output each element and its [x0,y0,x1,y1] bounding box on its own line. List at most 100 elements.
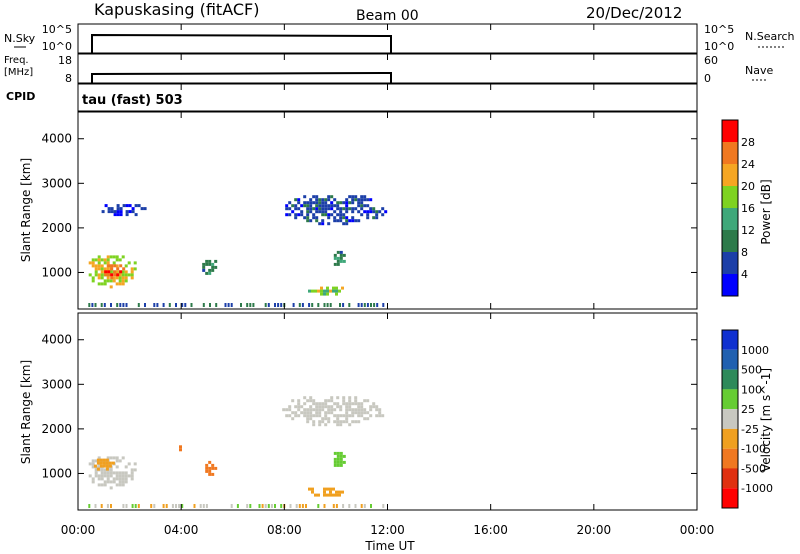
velocity-cell [330,399,334,403]
power-colorbar-tick-label: 24 [741,158,755,171]
power-cell [333,216,337,220]
power-cell [369,207,373,211]
power-cell [162,303,165,307]
power-cell [300,213,304,217]
velocity-cell [124,471,128,475]
power-cell [318,198,322,202]
velocity-cell [103,474,107,478]
velocity-cell [308,487,311,491]
power-cell [202,303,205,307]
power-cell [128,210,132,214]
velocity-cell [338,490,341,494]
velocity-cell [323,504,326,508]
velocity-cell [382,504,385,508]
power-cell [100,267,104,271]
velocity-cell [115,474,119,478]
noise-sky-label: N.Sky [4,32,36,45]
power-cell [130,267,134,271]
velocity-cell [153,504,156,508]
velocity-cell [124,477,128,481]
power-cell [118,282,122,286]
power-cell [345,219,349,223]
power-cell [153,303,156,307]
velocity-cell [162,504,165,508]
power-cell [312,213,316,217]
velocity-cell [348,423,352,427]
velocity-cell [97,456,101,460]
velocity-cell [102,458,106,462]
velocity-cell [363,417,367,421]
power-cell [342,207,346,211]
velocity-cell [335,493,338,497]
power-cell [312,195,316,199]
velocity-cell [339,405,343,409]
velocity-cell [317,493,320,497]
power-cell [336,259,340,263]
power-heatmap: 1000 2000 3000 4000 Slant Range [km] [19,111,698,310]
power-cell [109,285,113,289]
power-cell [107,270,111,274]
power-cell [345,204,349,208]
power-cell [127,261,131,265]
power-cell [342,222,346,226]
velocity-cell [130,474,134,478]
power-cell [339,256,343,260]
power-cell [375,210,379,214]
power-cell [121,255,125,259]
velocity-cell [335,490,338,494]
power-cell [249,303,252,307]
velocity-colorbar-tick-label: 1000 [741,344,769,357]
power-cell [306,213,310,217]
power-cell [100,303,103,307]
power-cell [357,303,360,307]
velocity-cell [318,423,322,427]
power-cell [315,204,319,208]
velocity-y-tick-label: 1000 [41,466,72,480]
velocity-cell [303,402,307,406]
velocity-cell [312,399,316,403]
velocity-colorbar-swatch [722,468,738,489]
velocity-cell [205,504,208,508]
power-cell [94,303,97,307]
power-cell [312,216,316,220]
power-cell [100,282,104,286]
velocity-cell [324,423,328,427]
velocity-cell [327,417,331,421]
power-cell [294,198,298,202]
power-cell [298,303,301,307]
velocity-cell [300,405,304,409]
velocity-cell [342,420,346,424]
velocity-cell [294,411,298,415]
velocity-cell [375,414,379,418]
power-cell [103,279,107,283]
velocity-cell [105,467,109,471]
velocity-cell [306,408,310,412]
velocity-cell [111,461,115,465]
velocity-cell [288,408,292,412]
velocity-plot-background [78,313,697,510]
power-cell [113,273,117,277]
velocity-colorbar-tick-label: 100 [741,383,762,396]
power-cell [357,204,361,208]
velocity-cell [208,466,212,470]
velocity-cell [105,461,109,465]
velocity-cell [118,483,122,487]
power-cell [351,216,355,220]
power-cell [332,289,335,293]
power-cell [342,201,346,205]
velocity-cell [109,468,113,472]
power-cell [324,207,328,211]
date-title: 20/Dec/2012 [586,4,682,22]
velocity-cell [369,408,373,412]
noise-left-tick-low: 10^0 [42,40,72,53]
power-cell [131,210,135,214]
power-cell [264,303,267,307]
velocity-cell [106,456,110,460]
power-colorbar-tick-label: 12 [741,224,755,237]
power-cell [363,303,366,307]
power-cell [336,213,340,217]
power-cell [324,210,328,214]
velocity-cell [94,471,98,475]
velocity-cell [211,472,215,476]
velocity-cell [342,399,346,403]
